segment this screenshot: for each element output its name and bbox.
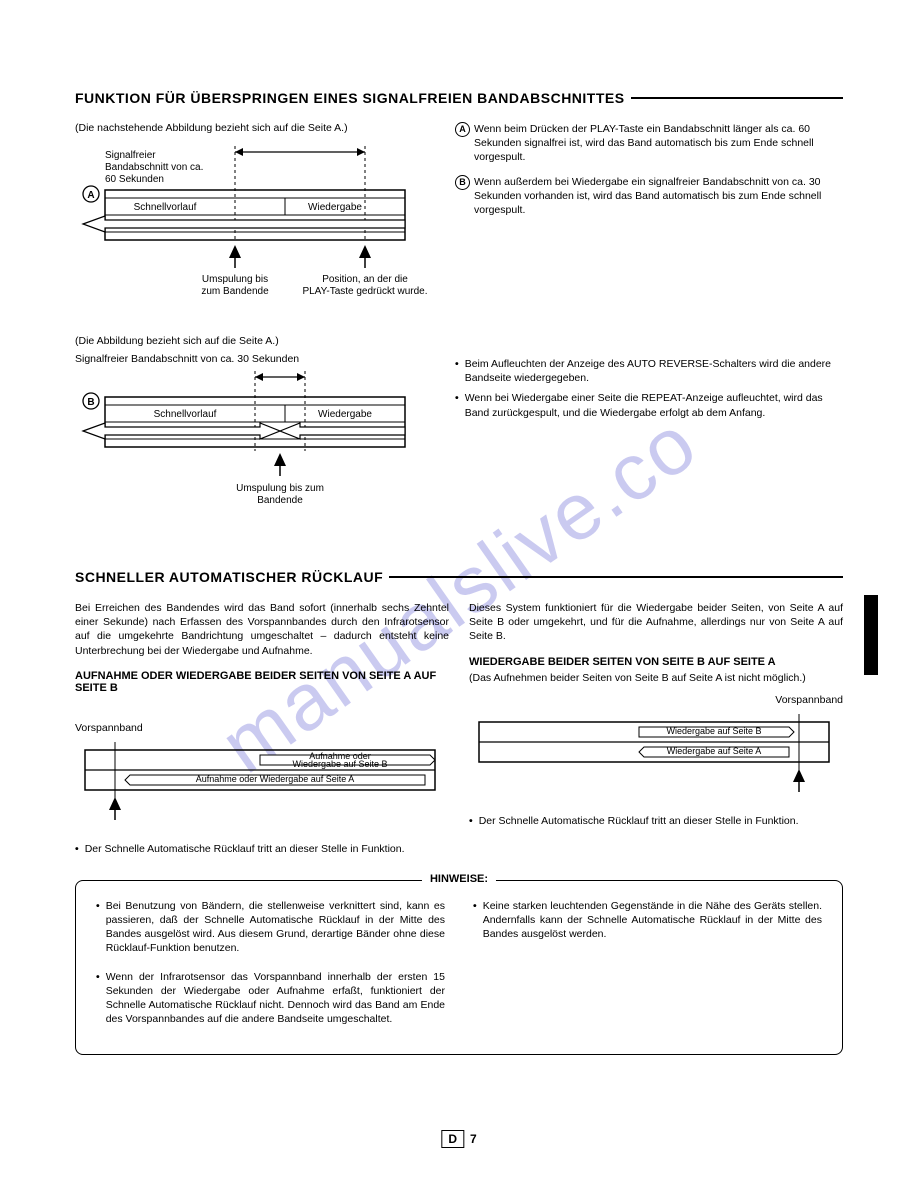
svg-text:Wiedergabe: Wiedergabe [318, 409, 372, 420]
side-tab [864, 595, 878, 675]
diagram-b-sub: Signalfreier Bandabschnitt von ca. 30 Se… [75, 353, 435, 365]
svg-text:Wiedergabe auf Seite A: Wiedergabe auf Seite A [667, 746, 762, 756]
svg-text:Umspulung bis zum: Umspulung bis zum [236, 483, 324, 494]
footer-page: 7 [470, 1132, 477, 1146]
svg-text:zum Bandende: zum Bandende [201, 286, 269, 297]
explain-a: A Wenn beim Drücken der PLAY-Taste ein B… [455, 122, 843, 165]
diagram-a-intro: (Die nachstehende Abbildung bezieht sich… [75, 122, 435, 134]
tape-diagram-right: Wiedergabe auf Seite B Wiedergabe auf Se… [469, 714, 843, 804]
bullet-2: Wenn bei Wiedergabe einer Seite die REPE… [455, 391, 843, 419]
svg-text:Position, an der die: Position, an der die [322, 274, 408, 285]
svg-text:Wiedergabe auf Seite B: Wiedergabe auf Seite B [292, 759, 387, 769]
explain-b: B Wenn außerdem bei Wiedergabe ein signa… [455, 175, 843, 218]
hinweise-title: HINWEISE: [422, 873, 496, 885]
page-footer: D 7 [441, 1130, 476, 1148]
circle-a-icon: A [455, 122, 470, 137]
svg-text:Umspulung bis: Umspulung bis [202, 274, 268, 285]
svg-text:B: B [87, 397, 94, 408]
hinweise-box: HINWEISE: Bei Benutzung von Bändern, die… [75, 880, 843, 1055]
svg-text:Aufnahme oder Wiedergabe auf S: Aufnahme oder Wiedergabe auf Seite A [196, 774, 355, 784]
svg-text:60 Sekunden: 60 Sekunden [105, 174, 164, 185]
sec2-left-para: Bei Erreichen des Bandendes wird das Ban… [75, 601, 449, 658]
bullet-1: Beim Aufleuchten der Anzeige des AUTO RE… [455, 357, 843, 385]
hinweis-left-1: Bei Benutzung von Bändern, die stellenwe… [96, 899, 445, 956]
diagram-b-intro: (Die Abbildung bezieht sich auf die Seit… [75, 335, 435, 347]
hinweis-left-2: Wenn der Infrarotsensor das Vorspannband… [96, 970, 445, 1027]
vorspann-right: Vorspannband [469, 694, 843, 706]
diagram-a: Signalfreier Bandabschnitt von ca. 60 Se… [75, 140, 435, 315]
explain-b-text: Wenn außerdem bei Wiedergabe ein signalf… [474, 175, 843, 218]
section1-title: FUNKTION FÜR ÜBERSPRINGEN EINES SIGNALFR… [75, 90, 843, 106]
svg-text:Wiedergabe auf Seite B: Wiedergabe auf Seite B [666, 726, 761, 736]
svg-text:Schnellvorlauf: Schnellvorlauf [134, 202, 197, 213]
sec2-right-subnote: (Das Aufnehmen beider Seiten von Seite B… [469, 672, 843, 684]
section2-title-text: SCHNELLER AUTOMATISCHER RÜCKLAUF [75, 569, 383, 585]
section2-title: SCHNELLER AUTOMATISCHER RÜCKLAUF [75, 569, 843, 585]
svg-text:Signalfreier: Signalfreier [105, 150, 156, 161]
svg-text:A: A [87, 190, 94, 201]
svg-text:Bandende: Bandende [257, 495, 303, 506]
diagram-b: B Schnellvorlauf Wiedergabe Umspulung bi… [75, 371, 435, 521]
tape-diagram-left: Aufnahme oder Wiedergabe auf Seite B Auf… [75, 742, 449, 832]
func-note-right: Der Schnelle Automatische Rücklauf tritt… [469, 814, 843, 828]
sec2-left-sub: AUFNAHME ODER WIEDERGABE BEIDER SEITEN V… [75, 670, 449, 694]
svg-text:Schnellvorlauf: Schnellvorlauf [154, 409, 217, 420]
section1-title-text: FUNKTION FÜR ÜBERSPRINGEN EINES SIGNALFR… [75, 90, 625, 106]
func-note-left: Der Schnelle Automatische Rücklauf tritt… [75, 842, 449, 856]
svg-text:PLAY-Taste gedrückt wurde.: PLAY-Taste gedrückt wurde. [302, 286, 427, 297]
svg-text:Bandabschnitt von ca.: Bandabschnitt von ca. [105, 162, 203, 173]
circle-b-icon: B [455, 175, 470, 190]
sec2-right-para: Dieses System funktioniert für die Wiede… [469, 601, 843, 644]
footer-letter: D [441, 1130, 464, 1148]
svg-text:Wiedergabe: Wiedergabe [308, 202, 362, 213]
vorspann-left: Vorspannband [75, 722, 449, 734]
sec2-right-sub: WIEDERGABE BEIDER SEITEN VON SEITE B AUF… [469, 656, 843, 668]
explain-a-text: Wenn beim Drücken der PLAY-Taste ein Ban… [474, 122, 843, 165]
hinweis-right-1: Keine starken leuchtenden Gegenstände in… [473, 899, 822, 942]
